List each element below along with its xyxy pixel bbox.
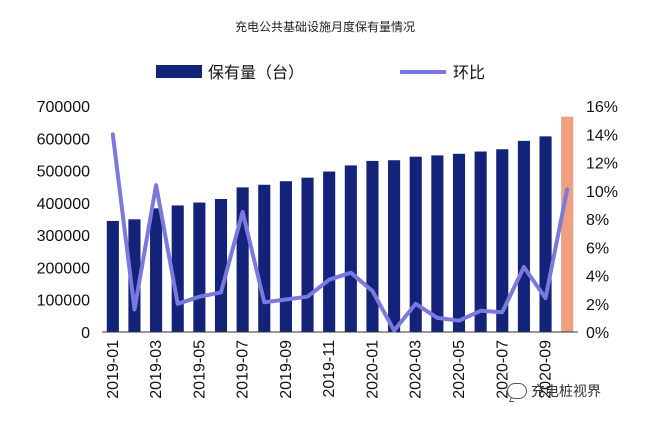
y-right-tick-label: 12% (586, 156, 618, 173)
line-point-2019-08 (263, 301, 265, 303)
line-point-2020-02 (393, 330, 395, 332)
line-point-2020-08 (523, 266, 525, 268)
line-point-2019-10 (307, 296, 309, 298)
y-right-tick-label: 10% (586, 184, 618, 201)
legend-label-line: 环比 (453, 63, 485, 82)
line-point-2019-07 (242, 211, 244, 213)
line-point-2020-04 (436, 317, 438, 319)
y-right-tick-label: 14% (586, 127, 618, 144)
bar-2020-02 (388, 160, 401, 332)
y-right-tick-label: 4% (586, 269, 609, 286)
watermark-text: 充电桩视界 (531, 384, 601, 400)
bar-2019-01 (106, 220, 119, 332)
y-left-tick-label: 100000 (37, 293, 90, 310)
bar-2020-01 (366, 160, 379, 332)
bar-2020-07 (496, 149, 509, 332)
bar-2019-10 (301, 177, 314, 332)
x-tick-label: 2020-05 (451, 340, 468, 399)
x-tick-label: 2019-03 (148, 340, 165, 399)
y-left-tick-label: 300000 (37, 228, 90, 245)
x-tick-label: 2019-01 (105, 340, 122, 399)
y-left-tick-label: 0 (81, 325, 90, 342)
x-tick-label: 2020-09 (538, 340, 555, 399)
bar-2020-03 (409, 156, 422, 332)
line-point-2020-05 (458, 320, 460, 322)
bar-2019-06 (214, 198, 228, 332)
x-tick-label: 2020-07 (494, 340, 511, 399)
bar-2020-10 (561, 116, 574, 332)
line-point-2020-01 (371, 290, 373, 292)
bar-2019-09 (279, 181, 292, 332)
line-point-2020-07 (501, 311, 503, 313)
y-right-tick-label: 0% (586, 325, 609, 342)
line-point-2019-06 (220, 291, 222, 293)
bar-2020-09 (539, 136, 552, 332)
x-tick-label: 2020-01 (364, 340, 381, 399)
bar-2019-04 (171, 205, 184, 332)
line-point-2020-10 (566, 188, 568, 190)
legend-swatch-bar (156, 65, 202, 78)
line-point-2019-09 (285, 299, 287, 301)
bar-2020-08 (517, 140, 530, 332)
bar-2019-12 (344, 165, 357, 332)
bar-2020-05 (452, 153, 466, 332)
bar-2020-04 (431, 155, 444, 332)
line-point-2019-05 (198, 296, 200, 298)
y-right-tick-label: 16% (586, 99, 618, 116)
wechat-icon (507, 383, 527, 399)
bar-2019-11 (323, 171, 336, 332)
bar-2019-05 (193, 202, 206, 332)
bar-2020-06 (474, 151, 487, 332)
line-point-2019-02 (133, 308, 135, 310)
line-series-huanbi (110, 132, 570, 333)
line-point-2020-09 (545, 297, 547, 299)
x-tick-label: 2019-07 (235, 340, 252, 399)
line-point-2020-06 (480, 310, 482, 312)
line-point-2019-01 (112, 133, 114, 135)
legend-label-bar: 保有量（台） (208, 63, 304, 82)
line-point-2020-03 (415, 303, 417, 305)
x-tick-label: 2020-03 (408, 340, 425, 399)
x-tick-label: 2019-09 (278, 340, 295, 399)
chart-title: 充电公共基础设施月度保有量情况 (234, 20, 415, 34)
x-tick-label: 2019-11 (321, 340, 338, 398)
line-point-2019-12 (350, 272, 352, 274)
y-right-tick-label: 6% (586, 240, 609, 257)
y-left-tick-label: 200000 (37, 260, 90, 277)
y-left-tick-label: 600000 (37, 131, 90, 148)
y-left-tick-label: 500000 (37, 164, 90, 181)
watermark: 充电桩视界 (507, 381, 601, 401)
y-right-tick-label: 8% (586, 212, 609, 229)
x-tick-label: 2019-05 (191, 340, 208, 399)
y-left-tick-label: 700000 (37, 99, 90, 116)
bar-2019-07 (236, 187, 249, 332)
y-right-tick-label: 2% (586, 297, 609, 314)
bar-2019-03 (150, 208, 163, 332)
line-point-2019-11 (328, 279, 330, 281)
y-left-tick-label: 400000 (37, 196, 90, 213)
line-point-2019-04 (177, 303, 179, 305)
bar-2019-08 (258, 184, 271, 332)
line-point-2019-03 (155, 184, 157, 186)
